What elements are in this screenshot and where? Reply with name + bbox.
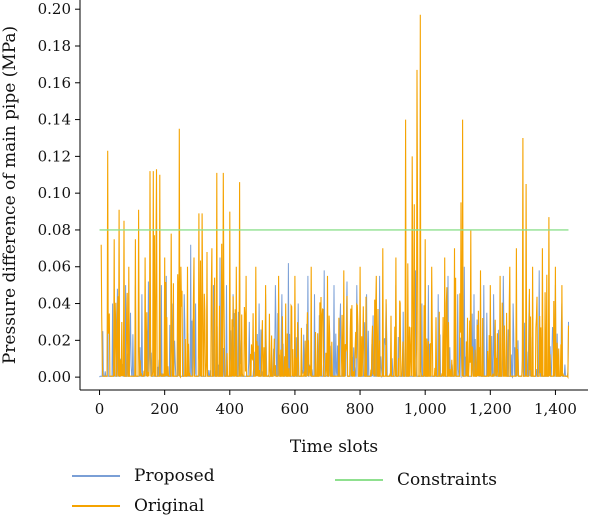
legend-label-original: Original: [134, 496, 205, 516]
legend: Proposed Original Constraints: [0, 460, 600, 518]
legend-swatch-proposed: [72, 475, 120, 477]
legend-swatch-constraints: [335, 479, 383, 481]
x-tick-label: 1,000: [404, 400, 447, 418]
y-tick-label: 0.16: [38, 74, 71, 92]
x-tick-label: 800: [346, 400, 375, 418]
x-tick-label: 400: [215, 400, 244, 418]
y-tick-label: 0.02: [38, 331, 71, 349]
series-group: [99, 14, 570, 380]
x-tick-label: 600: [281, 400, 310, 418]
y-tick-label: 0.20: [38, 0, 71, 18]
chart: 0.00 0.02 0.04 0.06 0.08 0.10 0.12 0.14 0.16 0.18…: [0, 0, 588, 457]
x-tick-label: 200: [150, 400, 179, 418]
y-tick-label: 0.10: [38, 184, 71, 202]
legend-item-constraints: Constraints: [335, 468, 497, 492]
axes: 0.00 0.02 0.04 0.06 0.08 0.10 0.12 0.14 0.16 0.18…: [38, 0, 577, 418]
y-tick-label: 0.18: [38, 37, 71, 55]
legend-label-proposed: Proposed: [134, 466, 215, 486]
y-tick-label: 0.12: [38, 147, 71, 165]
y-axis-title: Pressure difference of main pipe (MPa): [0, 26, 20, 364]
y-tick-label: 0.14: [38, 111, 71, 129]
y-tick-label: 0.06: [38, 258, 71, 276]
legend-swatch-original: [72, 505, 120, 507]
y-tick-label: 0.08: [38, 221, 71, 239]
legend-item-proposed: Proposed: [72, 464, 215, 488]
x-tick-label: 1,200: [469, 400, 512, 418]
legend-label-constraints: Constraints: [397, 470, 497, 490]
y-tick-label: 0.04: [38, 295, 71, 313]
x-tick-label: 1,400: [534, 400, 577, 418]
series-original-line: [100, 14, 570, 380]
x-tick-label: 0: [95, 400, 105, 418]
legend-item-original: Original: [72, 494, 204, 518]
x-axis-title: Time slots: [290, 437, 378, 457]
y-tick-label: 0.00: [38, 368, 71, 386]
